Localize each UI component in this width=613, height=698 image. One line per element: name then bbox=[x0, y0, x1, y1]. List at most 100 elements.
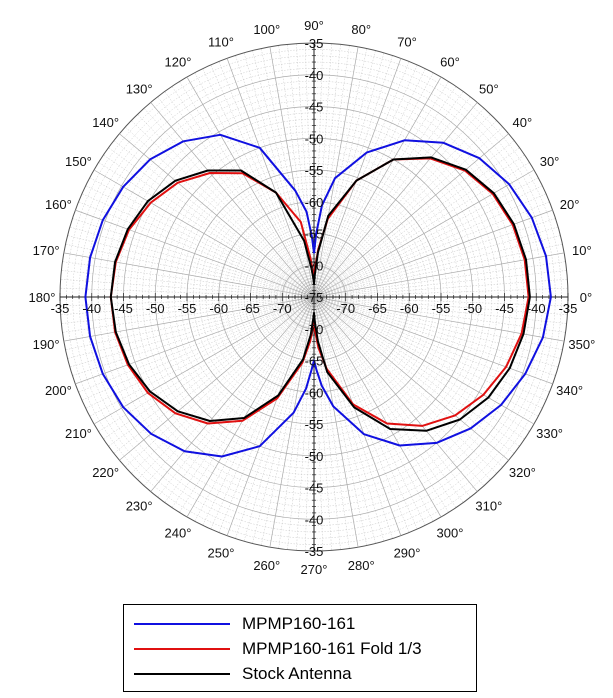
legend-item-mpmp160-161-fold: MPMP160-161 Fold 1/3 bbox=[134, 638, 422, 660]
legend-item-stock-antenna: Stock Antenna bbox=[134, 663, 352, 685]
radial-tick-label: -55 bbox=[305, 163, 324, 178]
major-spoke bbox=[150, 102, 315, 298]
major-spoke bbox=[226, 296, 315, 536]
major-spoke bbox=[75, 296, 315, 385]
angle-label: 270° bbox=[301, 562, 328, 577]
major-spoke bbox=[313, 76, 442, 298]
major-spoke bbox=[313, 102, 478, 298]
angle-label: 290° bbox=[394, 546, 421, 561]
angle-label: 340° bbox=[556, 383, 583, 398]
angle-label: 210° bbox=[65, 426, 92, 441]
radial-tick-label: -75 bbox=[305, 290, 324, 305]
major-spoke bbox=[313, 169, 535, 298]
angle-label: 240° bbox=[165, 526, 192, 541]
angle-label: 150° bbox=[65, 154, 92, 169]
major-spoke bbox=[269, 296, 315, 548]
radial-tick-label: -65 bbox=[305, 354, 324, 369]
angle-label: 330° bbox=[536, 426, 563, 441]
angle-label: 220° bbox=[92, 465, 119, 480]
major-spoke bbox=[63, 252, 315, 298]
major-spoke bbox=[313, 46, 359, 298]
major-spoke bbox=[313, 296, 535, 425]
major-spoke bbox=[63, 296, 315, 342]
radial-tick-label: -65 bbox=[305, 227, 324, 242]
legend: MPMP160-161 MPMP160-161 Fold 1/3 Stock A… bbox=[123, 604, 477, 692]
angle-label: 250° bbox=[208, 546, 235, 561]
radial-tick-label: -35 bbox=[305, 544, 324, 559]
major-spoke bbox=[93, 296, 315, 425]
angle-label: 200° bbox=[45, 383, 72, 398]
angle-label: 190° bbox=[33, 337, 60, 352]
major-spoke bbox=[186, 296, 315, 518]
series-line-0 bbox=[84, 133, 552, 458]
radial-tick-label: -60 bbox=[209, 301, 228, 316]
angle-label: 80° bbox=[351, 22, 371, 37]
radial-tick-label: -50 bbox=[305, 449, 324, 464]
angle-label: 130° bbox=[126, 82, 153, 97]
angle-label: 20° bbox=[560, 197, 580, 212]
angle-label: 260° bbox=[253, 558, 280, 573]
tick-labels: -35-35-35-35-40-40-40-40-45-45-45-45-50-… bbox=[29, 18, 596, 577]
legend-label: Stock Antenna bbox=[242, 664, 352, 683]
angle-label: 280° bbox=[348, 558, 375, 573]
radial-tick-label: -55 bbox=[178, 301, 197, 316]
polar-chart: -35-35-35-35-40-40-40-40-45-45-45-45-50-… bbox=[29, 18, 596, 577]
angle-label: 300° bbox=[437, 526, 464, 541]
major-spoke bbox=[119, 133, 315, 298]
radial-tick-label: -70 bbox=[336, 301, 355, 316]
radial-tick-label: -35 bbox=[51, 301, 70, 316]
angle-label: 0° bbox=[580, 290, 592, 305]
radial-tick-label: -70 bbox=[305, 258, 324, 273]
radial-tick-label: -60 bbox=[305, 385, 324, 400]
legend-label: MPMP160-161 bbox=[242, 614, 356, 633]
major-spoke bbox=[313, 133, 509, 298]
major-spoke bbox=[313, 296, 478, 492]
angle-label: 90° bbox=[304, 18, 324, 33]
radial-tick-label: -60 bbox=[400, 301, 419, 316]
major-spoke bbox=[313, 296, 442, 518]
legend-label: MPMP160-161 Fold 1/3 bbox=[242, 639, 422, 658]
angle-label: 70° bbox=[397, 34, 417, 49]
legend-swatch-blue bbox=[134, 623, 230, 625]
radial-tick-label: -50 bbox=[146, 301, 165, 316]
angle-label: 320° bbox=[509, 465, 536, 480]
legend-swatch-red bbox=[134, 648, 230, 650]
angle-label: 10° bbox=[572, 243, 592, 258]
major-spoke bbox=[186, 76, 315, 298]
angle-label: 170° bbox=[33, 243, 60, 258]
angle-label: 40° bbox=[513, 115, 533, 130]
major-spoke bbox=[313, 58, 402, 298]
radial-tick-label: -45 bbox=[495, 301, 514, 316]
major-spoke bbox=[75, 209, 315, 298]
series-line-2 bbox=[109, 156, 531, 432]
legend-swatch-black bbox=[134, 673, 230, 675]
radial-tick-label: -65 bbox=[368, 301, 387, 316]
radial-tick-label: -65 bbox=[241, 301, 260, 316]
angle-label: 30° bbox=[540, 154, 560, 169]
major-spoke bbox=[313, 296, 359, 548]
angle-label: 50° bbox=[479, 82, 499, 97]
radial-tick-label: -70 bbox=[273, 301, 292, 316]
angle-label: 310° bbox=[475, 498, 502, 513]
radial-tick-label: -45 bbox=[114, 301, 133, 316]
radial-tick-label: -50 bbox=[463, 301, 482, 316]
angle-label: 110° bbox=[208, 34, 234, 49]
major-spoke bbox=[93, 169, 315, 298]
angle-label: 60° bbox=[440, 54, 460, 69]
radial-tick-label: -55 bbox=[432, 301, 451, 316]
angle-label: 350° bbox=[568, 337, 595, 352]
radial-tick-label: -60 bbox=[305, 195, 324, 210]
radial-tick-label: -55 bbox=[305, 417, 324, 432]
radial-tick-label: -45 bbox=[305, 481, 324, 496]
major-spoke bbox=[313, 296, 553, 385]
angle-label: 100° bbox=[253, 22, 280, 37]
major-spoke bbox=[269, 46, 315, 298]
angle-label: 180° bbox=[29, 290, 56, 305]
radial-tick-label: -45 bbox=[305, 100, 324, 115]
major-spoke bbox=[313, 252, 565, 298]
radial-tick-label: -35 bbox=[305, 36, 324, 51]
radial-tick-label: -35 bbox=[559, 301, 578, 316]
radial-tick-label: -40 bbox=[82, 301, 101, 316]
major-spoke bbox=[313, 296, 509, 461]
radial-tick-label: -50 bbox=[305, 131, 324, 146]
